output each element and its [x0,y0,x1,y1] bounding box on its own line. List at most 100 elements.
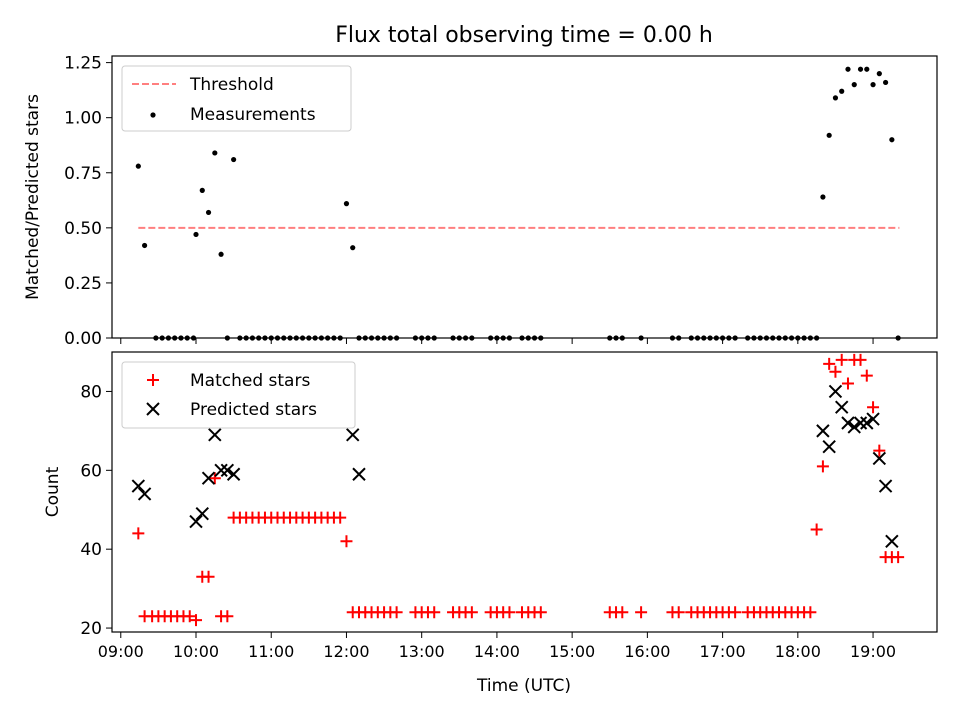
matched-star-point [334,511,347,524]
matched-star-point [835,353,848,366]
bottom-plot-area [131,353,905,627]
matched-star-point [465,606,478,619]
legend-matched-label: Matched stars [190,371,310,391]
bottom-x-tick-label: 15:00 [549,642,595,661]
bottom-x-tick-label: 19:00 [850,642,896,661]
matched-star-point [221,610,234,623]
bottom-x-tick-label: 13:00 [399,642,445,661]
predicted-star-point [885,534,899,549]
bottom-y-tick-label: 20 [80,619,102,639]
measurement-point [870,82,876,88]
measurement-point [135,163,141,169]
bottom-x-ticks: 09:00 10:00 11:00 12:00 13:00 14:00 15:00 16:00… [98,632,896,661]
measurement-point [218,251,224,257]
measurement-point [141,242,148,249]
bottom-legend: Matched stars Predicted stars [121,361,356,429]
measurement-point [839,88,845,94]
top-y-tick-label: 0.50 [64,219,102,239]
matched-star-point [190,614,203,627]
legend-threshold-label: Threshold [189,75,274,95]
measurement-point [199,187,205,193]
top-legend: Threshold Measurements [121,65,352,132]
bottom-y-tick-label: 40 [80,540,102,560]
predicted-star-point [828,384,843,399]
matched-star-point [804,606,817,619]
matched-star-point [816,460,829,473]
chart-title: Flux total observing time = 0.00 h [335,23,713,48]
measurement-point [857,66,864,72]
bottom-y-tick-label: 80 [80,382,102,402]
matched-star-point [892,551,905,564]
top-y-ticks: 0.00 0.25 0.50 0.75 1.00 1.25 [64,54,112,349]
measurement-point [231,156,237,163]
matched-star-point [860,369,873,382]
predicted-star-point [226,467,241,481]
top-panel: 0.00 0.25 0.50 0.75 1.00 1.25 Matched/Predict… [23,54,938,349]
top-y-tick-label: 1.00 [64,109,102,129]
predicted-star-point [195,506,209,521]
bottom-x-tick-label: 09:00 [98,642,144,661]
matched-star-point [672,606,685,619]
bottom-legend-frame [121,361,356,429]
matched-star-point [635,606,648,619]
matched-star-point [202,570,215,583]
matched-star-point [854,353,867,366]
legend-measurements-label: Measurements [190,105,316,125]
predicted-star-point [822,439,836,454]
top-y-tick-label: 0.75 [64,164,102,184]
measurement-point [851,82,857,88]
top-y-tick-label: 0.00 [64,329,102,349]
predicted-star-point [201,471,216,485]
matched-star-point [390,606,403,619]
predicted-star-point [208,428,222,442]
measurement-point [826,132,832,138]
predicted-star-point [220,463,235,478]
bottom-x-tick-label: 12:00 [323,642,369,661]
matched-star-point [867,401,880,414]
matched-star-point [503,606,516,619]
measurement-point [889,137,895,143]
bottom-x-tick-label: 11:00 [248,642,294,661]
predicted-star-point [346,428,360,442]
top-y-tick-label: 1.25 [64,54,102,74]
top-y-axis-label: Matched/Predicted stars [23,94,43,300]
matched-star-point [823,357,836,370]
predicted-star-point [131,479,146,493]
predicted-star-point [847,420,861,434]
bottom-y-axis-label: Count [43,466,63,517]
matched-star-point [534,606,547,619]
bottom-panel: 20 40 60 80 09:00 10:00 11:00 12:00 13:00 14:00 1… [43,351,938,696]
matched-star-point [729,606,742,619]
matched-star-point [829,365,842,378]
matched-star-point [616,606,629,619]
top-legend-frame [121,65,352,132]
predicted-star-point [816,424,830,438]
predicted-star-point [853,416,868,430]
matched-star-point [428,606,441,619]
measurement-point [205,209,212,216]
matched-star-point [208,472,221,485]
top-axes-frame [111,55,938,339]
measurement-point [820,194,826,200]
measurement-point [832,95,839,101]
measurement-point [343,201,350,207]
matched-star-point [183,610,196,623]
predicted-star-point [841,416,855,430]
matched-star-point [841,377,854,390]
predicted-star-point [872,451,887,466]
bottom-x-tick-label: 10:00 [173,642,219,661]
predicted-star-point [352,467,366,481]
x-axis-label: Time (UTC) [476,676,571,696]
predicted-star-point [214,463,228,478]
measurement-point [864,66,870,72]
bottom-axes-frame [111,351,938,633]
predicted-star-point [866,412,880,426]
predicted-star-point [835,400,849,414]
matched-star-point [810,523,823,536]
bottom-x-tick-label: 16:00 [624,642,670,661]
predicted-star-point [137,487,152,501]
top-y-tick-label: 0.25 [64,274,102,294]
matched-star-point [873,444,886,457]
predicted-star-point [860,416,874,430]
measurement-point [845,66,851,72]
